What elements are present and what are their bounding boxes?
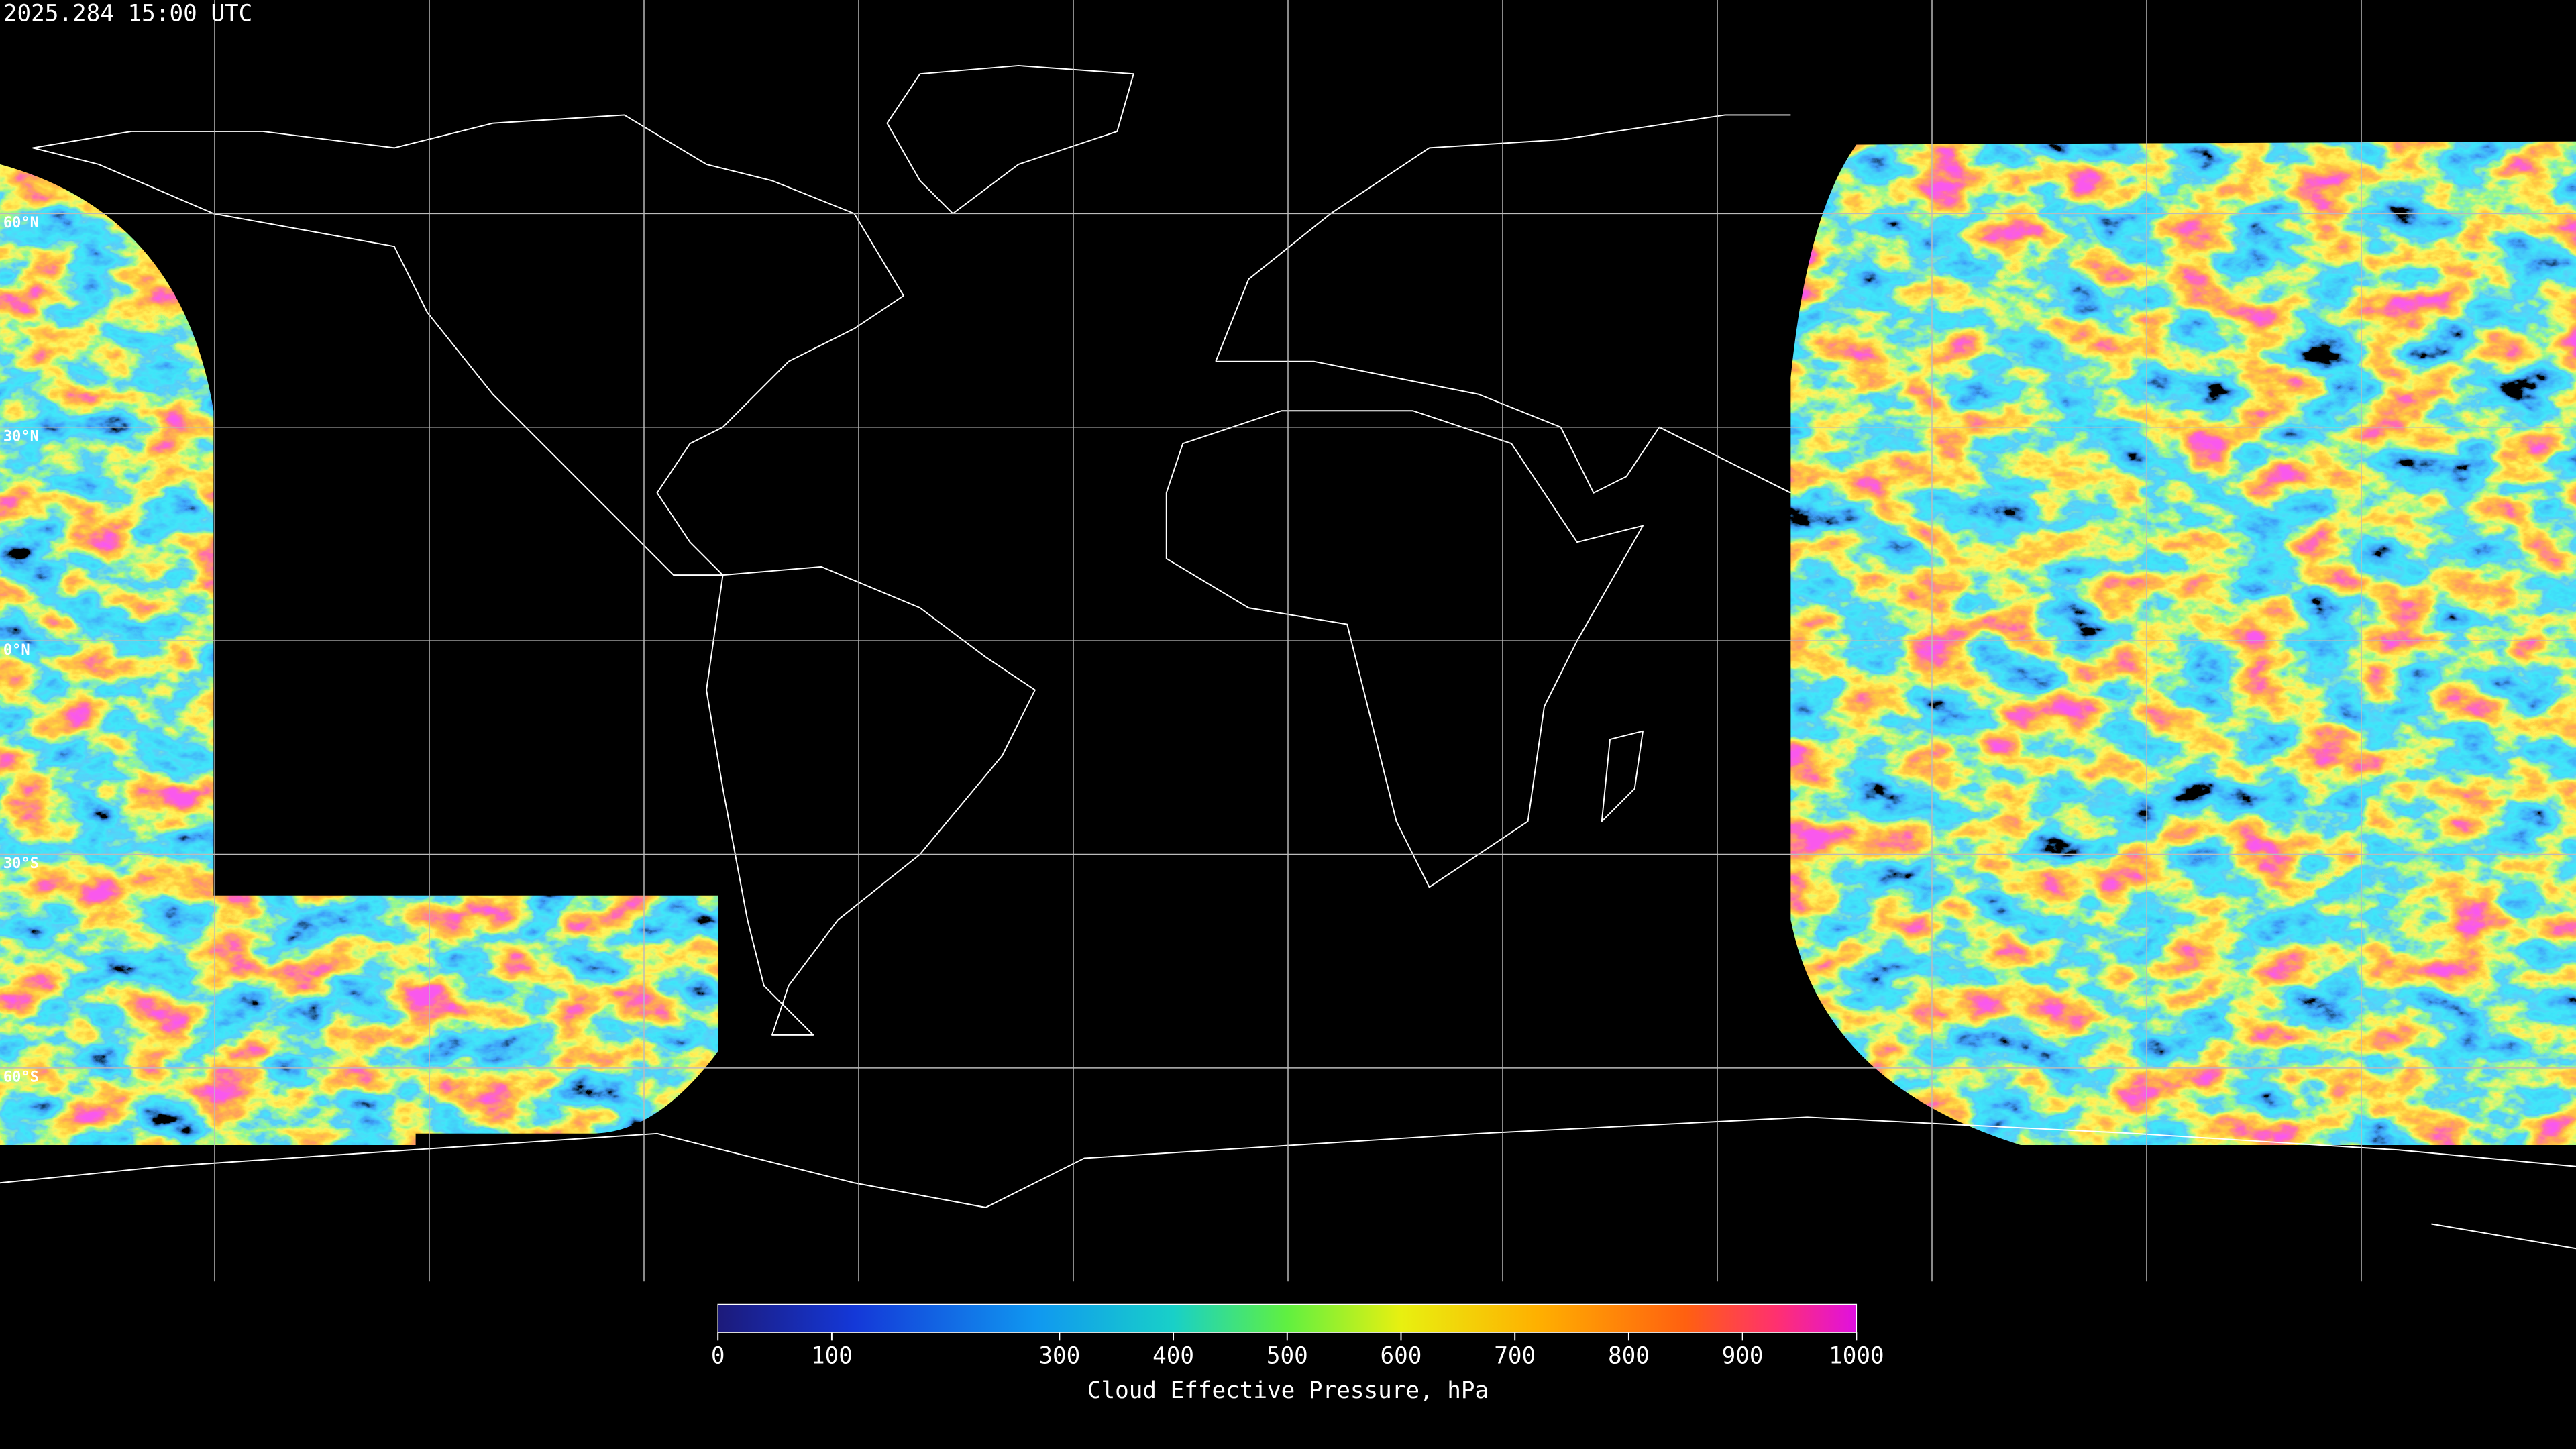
colorbar-tick-label: 0 xyxy=(711,1342,725,1369)
colorbar-tick-label: 800 xyxy=(1608,1342,1650,1369)
colorbar-ticks: 0 100 300 400 500 600 700 800 900 1000 xyxy=(711,1332,1884,1369)
colorbar-tick-label: 100 xyxy=(811,1342,853,1369)
colorbar-tick-label: 300 xyxy=(1038,1342,1080,1369)
latitude-label: 0°N xyxy=(3,642,30,659)
colorbar-tick-label: 700 xyxy=(1494,1342,1536,1369)
timestamp: 2025.284 15:00 UTC xyxy=(3,1,252,28)
latitude-label: 30°S xyxy=(3,855,39,872)
colorbar-tick-label: 900 xyxy=(1722,1342,1764,1369)
colorbar-tick-label: 1000 xyxy=(1829,1342,1884,1369)
latitude-label: 30°N xyxy=(3,428,39,445)
coastlines xyxy=(0,64,2576,1250)
colorbar xyxy=(717,1303,1858,1333)
graticule: 60°N 30°N 0°N 30°S 60°S xyxy=(0,0,2576,1282)
colorbar-title: Cloud Effective Pressure, hPa xyxy=(1087,1377,1489,1404)
colorbar-tick-label: 600 xyxy=(1381,1342,1422,1369)
colorbar-tick-label: 400 xyxy=(1152,1342,1194,1369)
colorbar-tick-label: 500 xyxy=(1267,1342,1308,1369)
latitude-label: 60°N xyxy=(3,215,39,231)
latitude-label: 60°S xyxy=(3,1069,39,1086)
